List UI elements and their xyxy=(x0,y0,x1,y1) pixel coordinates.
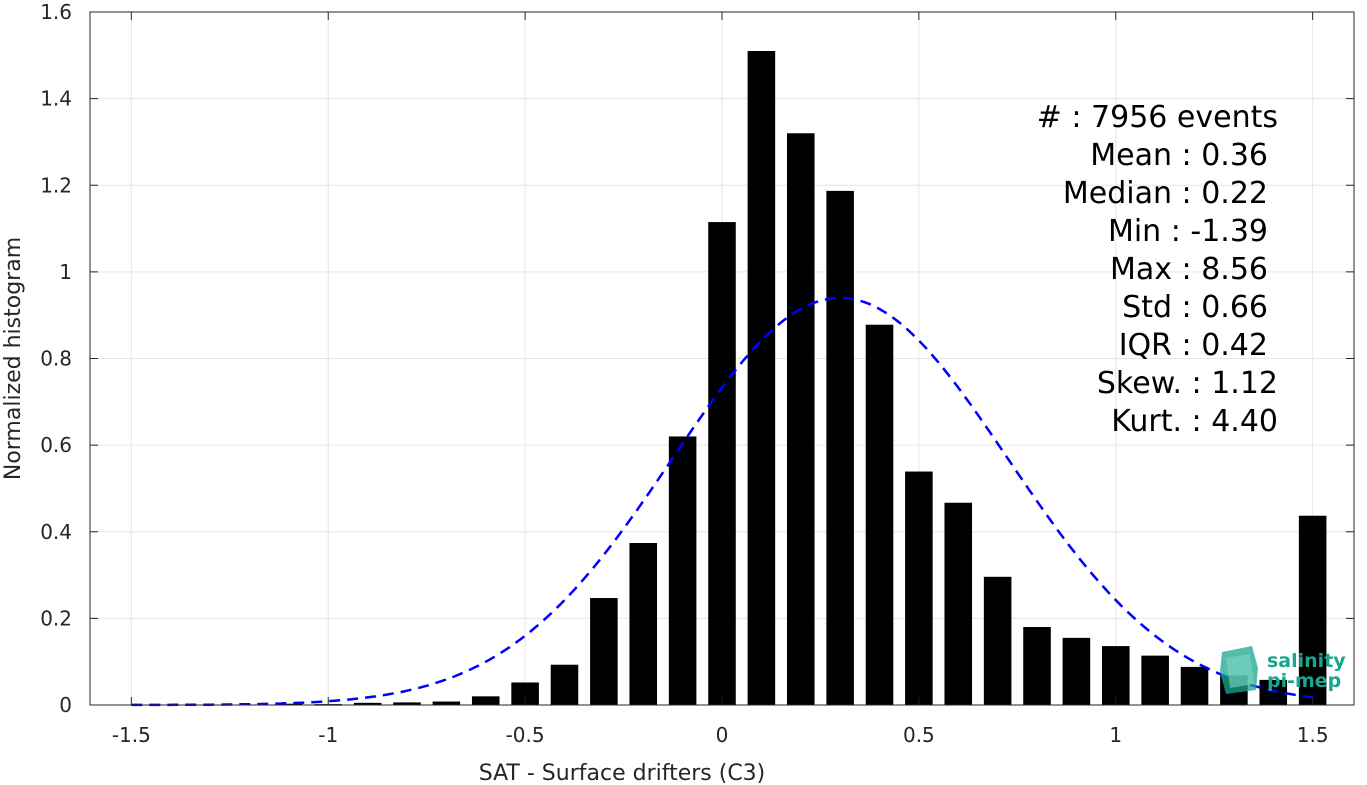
histogram-bar xyxy=(1141,655,1169,705)
stat-line: Max : 8.56 xyxy=(1110,252,1268,287)
y-tick-label: 0.4 xyxy=(40,520,72,544)
histogram-bar xyxy=(275,703,303,706)
histogram-bar xyxy=(1023,627,1051,705)
x-tick-label: -1.5 xyxy=(112,723,151,747)
stat-line: Median : 0.22 xyxy=(1063,176,1268,211)
logo-mark-highlight xyxy=(1226,654,1254,688)
x-axis-ticks: -1.5 -1 -0.5 0 0.5 1 1.5 xyxy=(112,12,1329,747)
x-tick-label: 0 xyxy=(716,723,729,747)
histogram-bar xyxy=(826,190,854,706)
histogram-bar xyxy=(708,222,736,706)
x-tick-label: 0.5 xyxy=(903,723,935,747)
histogram-bars xyxy=(275,50,1327,706)
histogram-bar xyxy=(1062,637,1091,705)
y-tick-label: 0.2 xyxy=(40,606,72,630)
y-tick-label: 1.2 xyxy=(40,173,72,197)
y-tick-label: 0.6 xyxy=(40,433,72,457)
stat-line: Min : -1.39 xyxy=(1108,214,1268,249)
histogram-bar xyxy=(432,701,461,705)
histogram-bar xyxy=(944,502,973,705)
stat-line: IQR : 0.42 xyxy=(1119,328,1268,363)
y-tick-label: 1 xyxy=(59,260,72,284)
y-tick-label: 1.6 xyxy=(40,0,72,24)
histogram-bar xyxy=(865,324,894,705)
logo-text-line1: salinity xyxy=(1267,650,1346,672)
x-tick-label: -1 xyxy=(318,723,338,747)
histogram-bar xyxy=(983,576,1012,705)
histogram-bar xyxy=(747,50,776,705)
y-axis-label: Normalized histogram xyxy=(1,237,26,480)
stat-line: Mean : 0.36 xyxy=(1090,138,1268,173)
histogram-bar xyxy=(511,682,539,705)
stat-line: # : 7956 events xyxy=(1037,100,1278,135)
x-tick-label: 1 xyxy=(1109,723,1122,747)
histogram-bar xyxy=(1101,646,1130,705)
histogram-bar xyxy=(629,543,658,705)
histogram-bar xyxy=(786,133,815,705)
histogram-bar xyxy=(550,664,579,705)
histogram-bar xyxy=(905,471,933,705)
stat-line: Kurt. : 4.40 xyxy=(1111,404,1278,439)
x-tick-label: 1.5 xyxy=(1297,723,1329,747)
y-tick-label: 1.4 xyxy=(40,87,72,111)
x-axis-label: SAT - Surface drifters (C3) xyxy=(479,761,766,785)
y-axis-ticks: 0 0.2 0.4 0.6 0.8 1 1.2 1.4 1.6 xyxy=(40,0,1354,717)
histogram-bar xyxy=(1180,666,1209,705)
histogram-bar xyxy=(353,702,382,705)
histogram-bar xyxy=(590,598,618,705)
histogram-bar xyxy=(1259,679,1288,705)
y-tick-label: 0.8 xyxy=(40,347,72,371)
fit-line xyxy=(131,296,1313,707)
histogram-bar xyxy=(1298,515,1327,705)
histogram-bar xyxy=(668,436,697,705)
stat-line: Skew. : 1.12 xyxy=(1097,366,1278,401)
gaussian-fit-curve xyxy=(131,296,1313,707)
logo-text-line2: pi-mep xyxy=(1267,670,1341,692)
histogram-bar xyxy=(471,696,500,705)
histogram-bar xyxy=(393,702,421,705)
x-tick-label: -0.5 xyxy=(506,723,545,747)
stat-line: Std : 0.66 xyxy=(1122,290,1268,325)
y-tick-label: 0 xyxy=(59,693,72,717)
